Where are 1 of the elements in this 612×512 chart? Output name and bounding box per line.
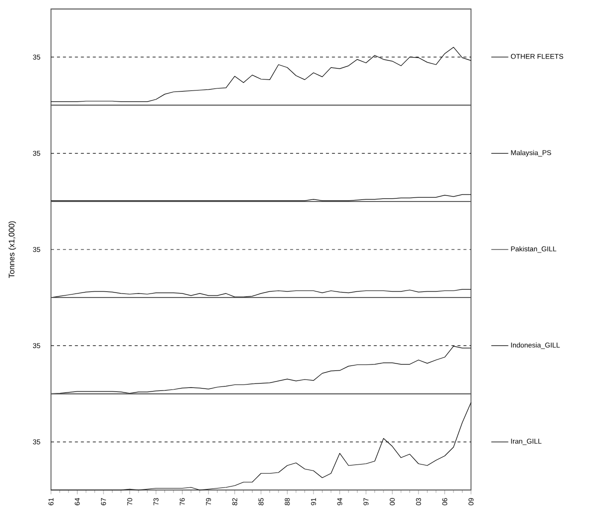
y-axis-title: Tonnes (x1,000) (8, 221, 16, 278)
